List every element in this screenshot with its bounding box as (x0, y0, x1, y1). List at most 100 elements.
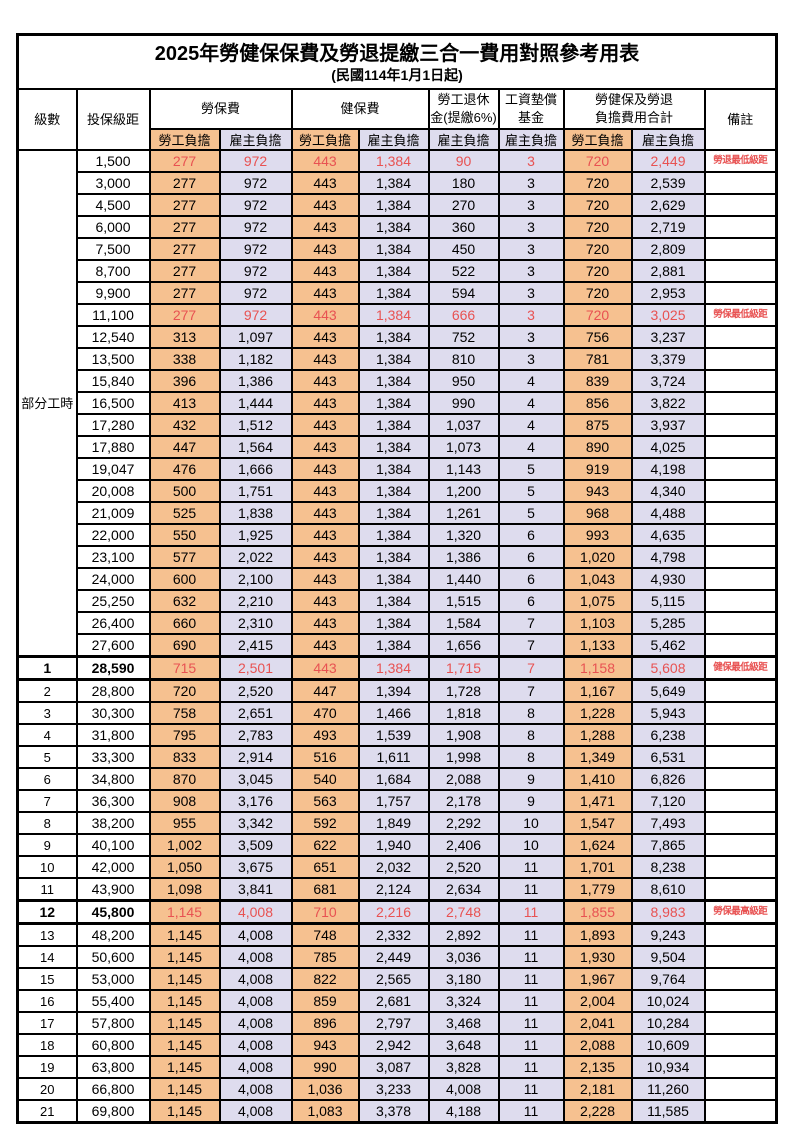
cell-remark (703, 1055, 778, 1079)
cell-labor-ins-employee: 500 (148, 479, 221, 503)
cell-total-employee: 1,930 (562, 945, 633, 969)
cell-health-ins-employee: 822 (290, 967, 360, 991)
cell-labor-ins-employer: 3,841 (218, 877, 293, 902)
cell-remark (703, 589, 778, 613)
cell-wage-fund-employer: 11 (497, 1099, 565, 1124)
cell-pension-employer: 1,818 (427, 701, 500, 725)
cell-remark (703, 347, 778, 371)
cell-bracket: 43,900 (75, 877, 151, 902)
table-row: 5 33,300 833 2,914 516 1,611 1,998 8 1,349 6,531 (16, 745, 778, 769)
cell-pension-employer: 1,715 (427, 655, 500, 681)
cell-total-employer: 9,504 (630, 945, 706, 969)
table-row: 9,900 277 972 443 1,384 594 3 720 2,953 (18, 281, 778, 305)
subheader-wage-fund-employer: 雇主負擔 (497, 128, 565, 151)
cell-remark (703, 877, 778, 902)
cell-total-employee: 756 (562, 325, 633, 349)
cell-labor-ins-employee: 277 (148, 215, 221, 239)
cell-health-ins-employer: 1,384 (357, 369, 430, 393)
cell-health-ins-employee: 443 (290, 369, 360, 393)
table-row: 26,400 660 2,310 443 1,384 1,584 7 1,103 5,285 (18, 611, 778, 635)
cell-labor-ins-employee: 396 (148, 369, 221, 393)
cell-total-employer: 7,493 (630, 811, 706, 835)
cell-pension-employer: 594 (427, 281, 500, 305)
cell-health-ins-employer: 2,797 (357, 1011, 430, 1035)
table-row: 16,500 413 1,444 443 1,384 990 4 856 3,822 (18, 391, 778, 415)
title-row: 2025年勞健保保費及勞退提繳三合一費用對照參考用表 (民國114年1月1日起) (16, 33, 778, 90)
col-header-labor-insurance: 勞保費 (148, 88, 293, 130)
table-row: 15 53,000 1,145 4,008 822 2,565 3,180 11 1,967 9,… (16, 967, 778, 991)
cell-labor-ins-employer: 972 (218, 171, 293, 195)
col-header-pension: 勞工退休 金(提繳6%) (427, 88, 500, 130)
cell-health-ins-employer: 2,681 (357, 989, 430, 1013)
cell-labor-ins-employer: 1,097 (218, 325, 293, 349)
cell-health-ins-employer: 1,940 (357, 833, 430, 857)
cell-total-employer: 4,198 (630, 457, 706, 481)
cell-level: 3 (16, 701, 78, 725)
cell-total-employee: 1,701 (562, 855, 633, 879)
cell-health-ins-employee: 443 (290, 347, 360, 371)
cell-level: 18 (16, 1033, 78, 1057)
cell-bracket: 53,000 (75, 967, 151, 991)
cell-labor-ins-employee: 1,145 (148, 1077, 221, 1101)
cell-wage-fund-employer: 3 (497, 303, 565, 327)
cell-labor-ins-employer: 1,838 (218, 501, 293, 525)
cell-labor-ins-employer: 972 (218, 215, 293, 239)
cell-wage-fund-employer: 5 (497, 457, 565, 481)
cell-health-ins-employer: 2,216 (357, 899, 430, 925)
cell-total-employer: 9,243 (630, 922, 706, 947)
cell-remark (703, 767, 778, 791)
table-row: 25,250 632 2,210 443 1,384 1,515 6 1,075 5,115 (18, 589, 778, 613)
cell-labor-ins-employee: 1,145 (148, 1055, 221, 1079)
cell-health-ins-employer: 3,378 (357, 1099, 430, 1124)
cell-total-employee: 1,855 (562, 899, 633, 925)
cell-remark (703, 523, 778, 547)
cell-level: 8 (16, 811, 78, 835)
cell-bracket: 30,300 (75, 701, 151, 725)
cell-health-ins-employer: 1,384 (357, 171, 430, 195)
cell-health-ins-employer: 1,384 (357, 501, 430, 525)
cell-wage-fund-employer: 11 (497, 967, 565, 991)
cell-labor-ins-employer: 3,342 (218, 811, 293, 835)
col-header-health-insurance: 健保費 (290, 88, 430, 130)
table-row: 21,009 525 1,838 443 1,384 1,261 5 968 4,488 (18, 501, 778, 525)
cell-labor-ins-employer: 972 (218, 281, 293, 305)
cell-health-ins-employee: 443 (290, 237, 360, 261)
cell-remark (703, 567, 778, 591)
cell-total-employee: 1,043 (562, 567, 633, 591)
table-row: 17,880 447 1,564 443 1,384 1,073 4 890 4,025 (18, 435, 778, 459)
cell-remark (703, 723, 778, 747)
cell-total-employer: 10,934 (630, 1055, 706, 1079)
cell-labor-ins-employee: 277 (148, 259, 221, 283)
cell-wage-fund-employer: 3 (497, 193, 565, 217)
cell-total-employer: 4,488 (630, 501, 706, 525)
table-row: 2 28,800 720 2,520 447 1,394 1,728 7 1,167 5,649 (16, 678, 778, 703)
cell-health-ins-employer: 1,384 (357, 655, 430, 681)
cell-level: 6 (16, 767, 78, 791)
cell-pension-employer: 1,998 (427, 745, 500, 769)
cell-wage-fund-employer: 7 (497, 655, 565, 681)
table-row: 19,047 476 1,666 443 1,384 1,143 5 919 4,198 (18, 457, 778, 481)
cell-health-ins-employee: 785 (290, 945, 360, 969)
cell-health-ins-employee: 443 (290, 611, 360, 635)
cell-labor-ins-employer: 972 (218, 193, 293, 217)
cell-level: 11 (16, 877, 78, 902)
cell-health-ins-employee: 443 (290, 325, 360, 349)
table-row: 8,700 277 972 443 1,384 522 3 720 2,881 (18, 259, 778, 283)
table-row: 20 66,800 1,145 4,008 1,036 3,233 4,008 11 2,181… (16, 1077, 778, 1101)
cell-total-employee: 720 (562, 237, 633, 261)
cell-total-employer: 9,764 (630, 967, 706, 991)
cell-labor-ins-employee: 1,145 (148, 945, 221, 969)
subheader-labor-employer: 雇主負擔 (218, 128, 293, 151)
cell-bracket: 22,000 (75, 523, 151, 547)
table-row: 21 69,800 1,145 4,008 1,083 3,378 4,188 11 2,228… (16, 1099, 778, 1124)
cell-remark (703, 237, 778, 261)
cell-pension-employer: 1,073 (427, 435, 500, 459)
cell-pension-employer: 360 (427, 215, 500, 239)
cell-health-ins-employer: 1,384 (357, 435, 430, 459)
cell-health-ins-employee: 651 (290, 855, 360, 879)
cell-pension-employer: 2,088 (427, 767, 500, 791)
cell-remark: 勞保最高級距 (703, 899, 778, 925)
cell-health-ins-employer: 1,384 (357, 149, 430, 173)
cell-remark (703, 215, 778, 239)
cell-labor-ins-employee: 313 (148, 325, 221, 349)
